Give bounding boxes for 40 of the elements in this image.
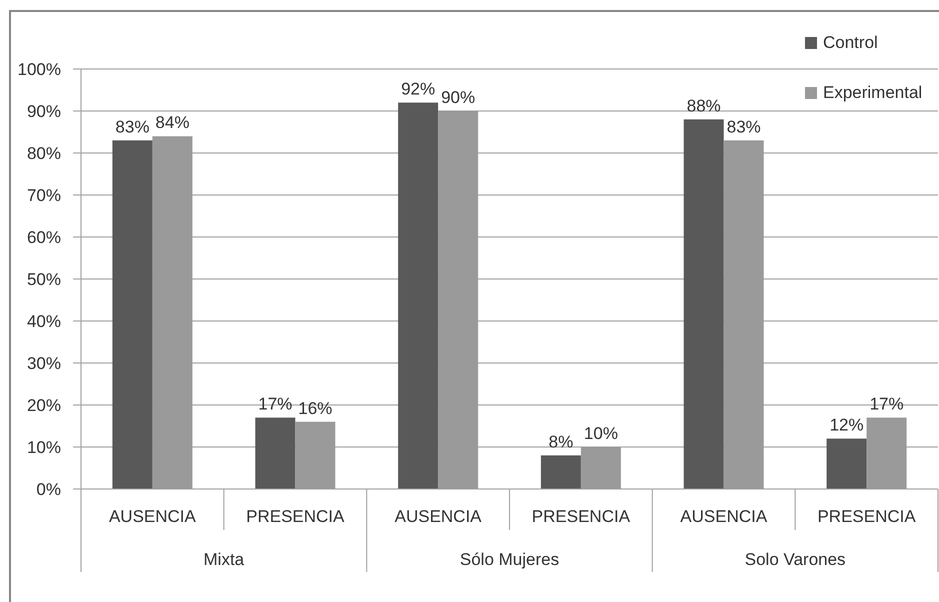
legend-label: Control [823,33,878,53]
x-tick-label: AUSENCIA [108,507,197,526]
legend-label: Experimental [823,83,922,103]
data-label: 12% [830,416,864,435]
y-tick-label: 90% [26,102,61,122]
data-label: 92% [401,80,436,99]
y-tick-label: 70% [26,186,61,206]
bar [826,438,867,489]
y-tick-label: 10% [26,438,61,458]
y-tick-label: 0% [36,480,61,500]
data-label: 17% [258,394,292,414]
x-tick-label: PRESENCIA [532,507,631,526]
text: Solo Varones [744,550,846,569]
bar [112,140,152,489]
y-tick-label: 20% [26,396,61,416]
y-tick-label: 40% [26,312,61,332]
data-label: 17% [870,394,904,414]
data-label: 8% [548,432,574,452]
bar [255,418,296,489]
data-label: 10% [584,424,618,443]
data-label: 90% [441,88,476,107]
bar [684,119,724,489]
text: Sólo Mujeres [460,550,560,569]
data-label: 83% [726,117,761,136]
x-tick-label: PRESENCIA [246,507,346,526]
x-tick-label: PRESENCIA [817,507,916,526]
bar [398,102,438,489]
y-tick-label: 80% [26,144,61,164]
y-tick-label: 50% [26,270,61,290]
data-label: 84% [155,113,190,132]
text: Mixta [204,550,245,569]
y-tick-label: 100% [18,60,61,80]
data-label: 83% [115,117,150,136]
y-tick-label: 30% [26,354,61,374]
y-tick-label: 60% [26,228,61,248]
x-tick-label: AUSENCIA [394,507,482,526]
bar [540,455,581,489]
data-label: 16% [298,398,332,418]
data-label: 88% [686,96,721,116]
x-tick-label: AUSENCIA [680,507,768,526]
